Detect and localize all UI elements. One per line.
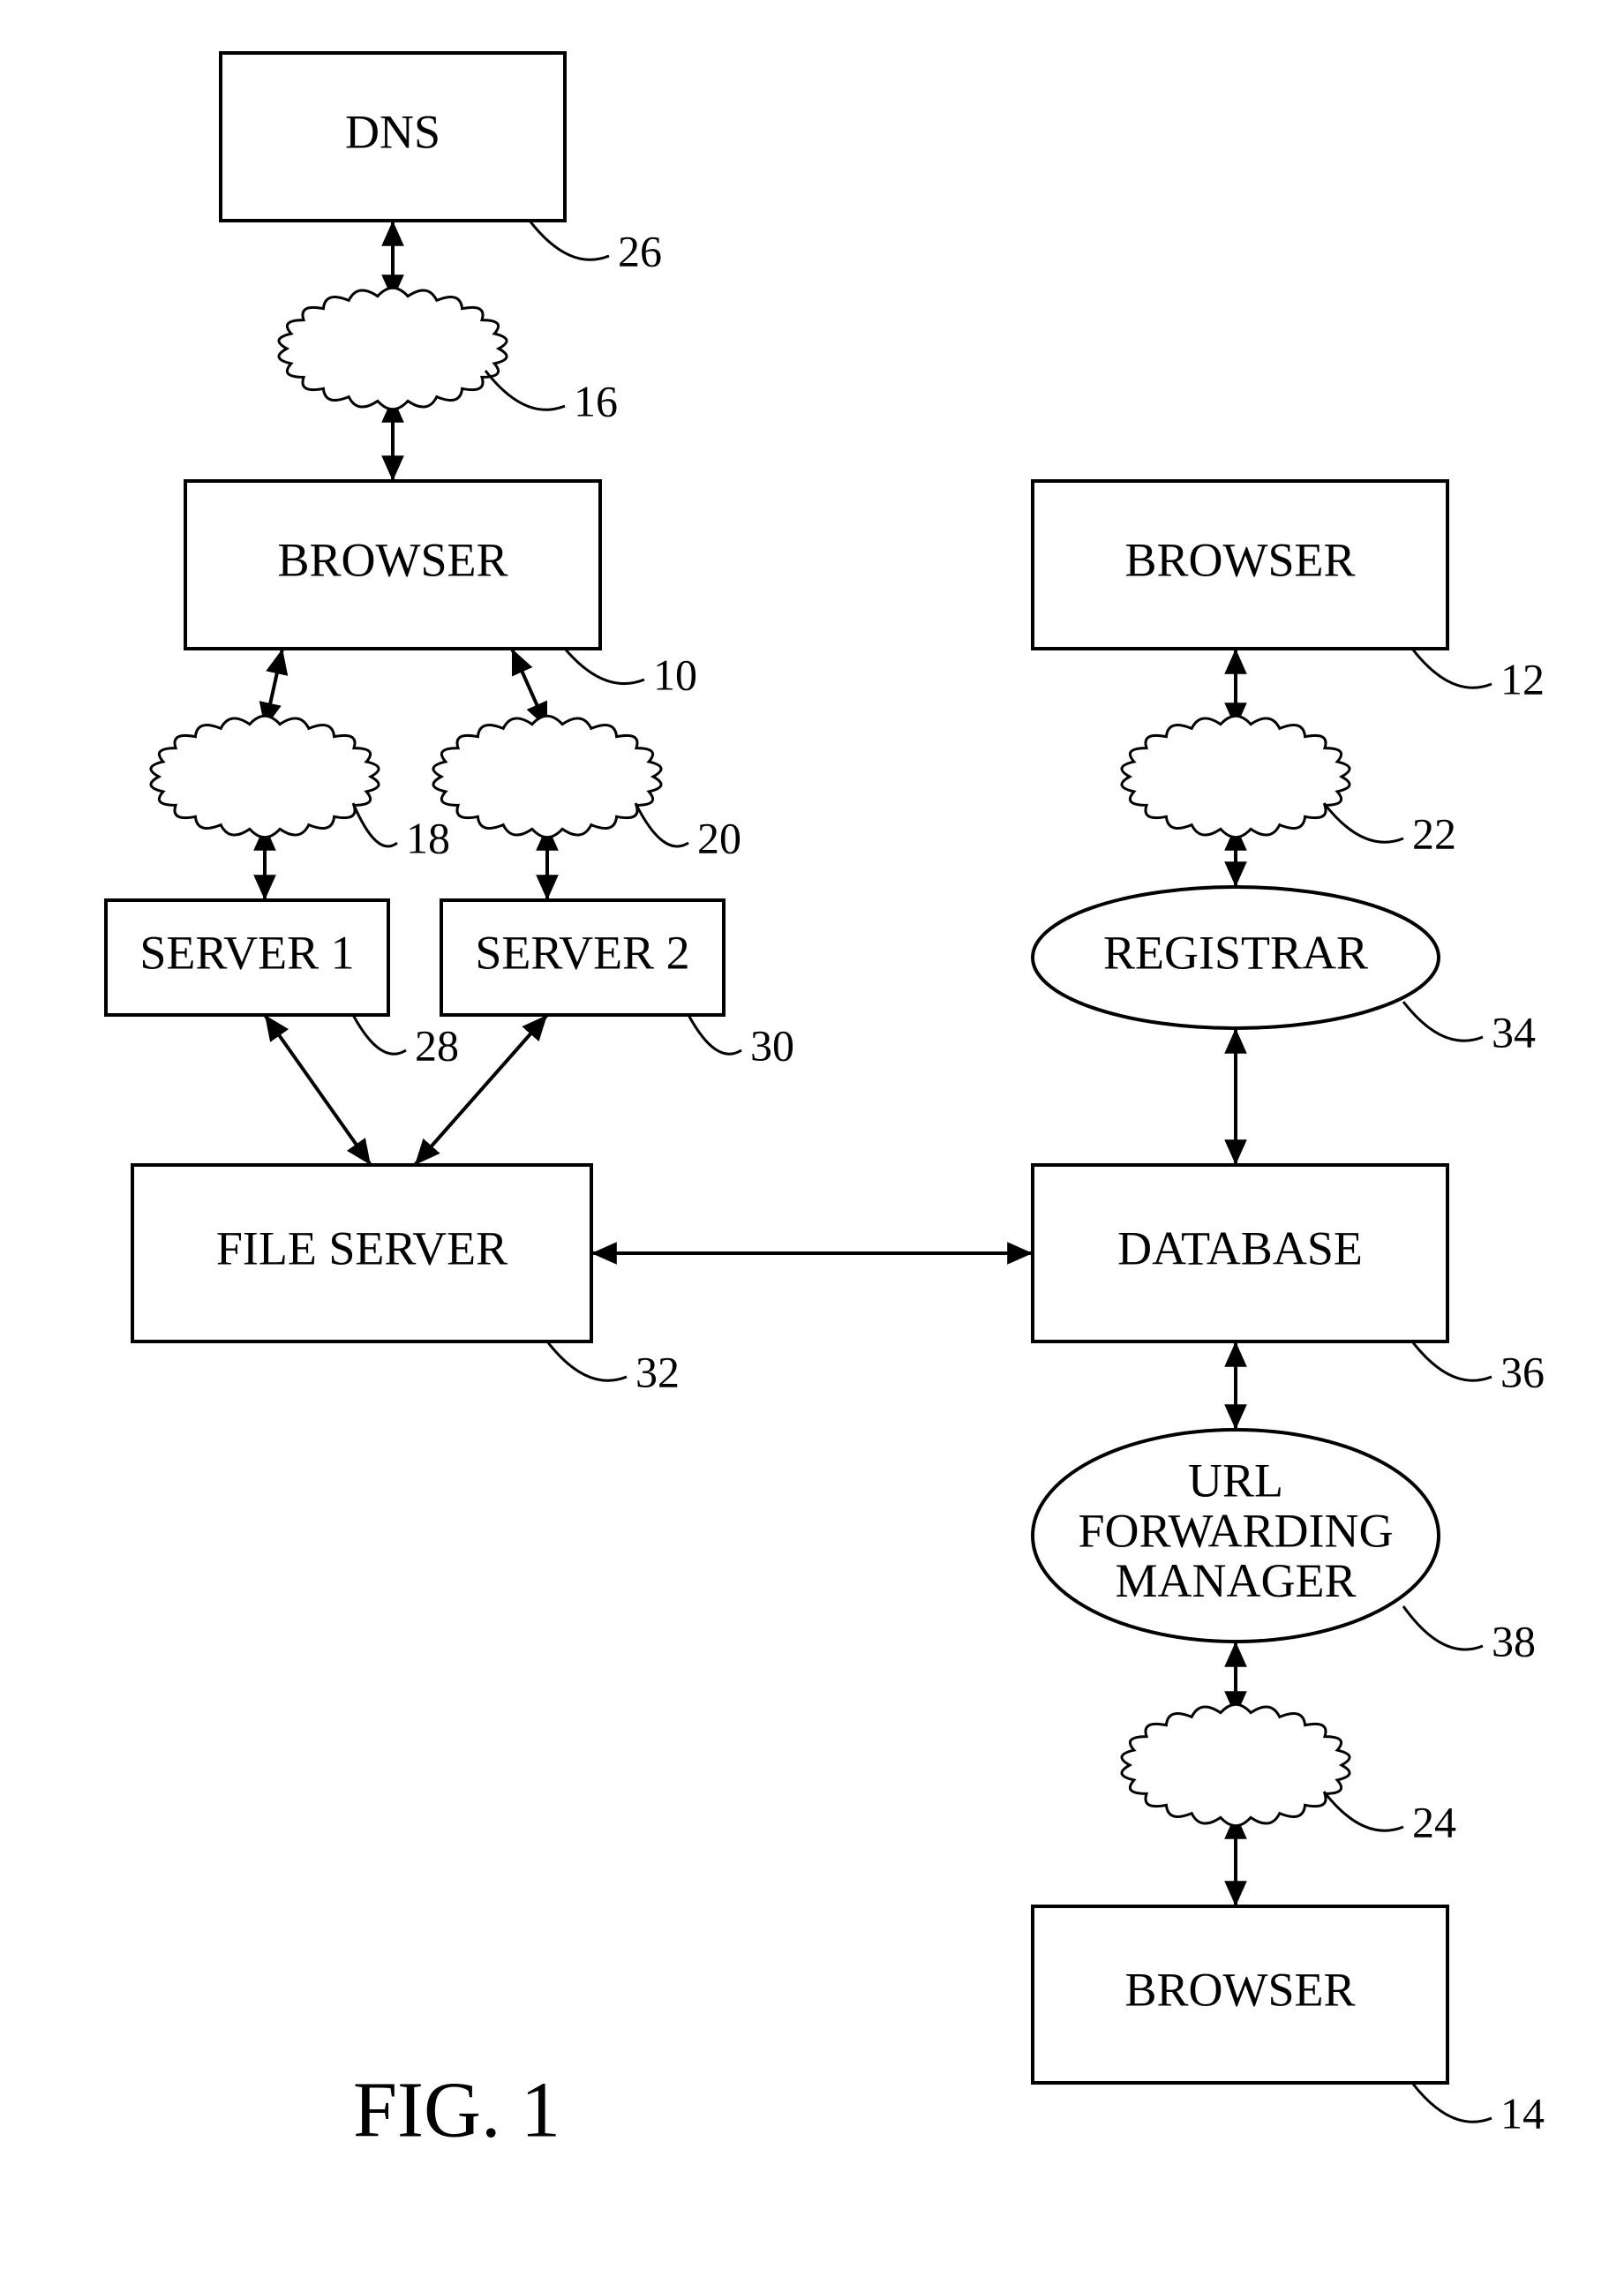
node-server1-label: SERVER 1 xyxy=(139,926,354,979)
node-browser14: BROWSER xyxy=(1033,1906,1447,2083)
ref-leader-registrar xyxy=(1403,1002,1483,1041)
node-browser14-label: BROWSER xyxy=(1124,1963,1355,2016)
ref-number-cloud22: 22 xyxy=(1412,808,1456,858)
ref-number-browser10: 10 xyxy=(653,650,697,699)
ref-number-cloud20: 20 xyxy=(697,813,741,862)
ref-leader-browser14 xyxy=(1412,2083,1492,2122)
cloud-icon xyxy=(1122,716,1350,837)
node-browser10-label: BROWSER xyxy=(277,533,508,586)
ref-leader-cloud22 xyxy=(1324,803,1403,842)
node-urlfwd-label: FORWARDING xyxy=(1078,1504,1393,1557)
node-fileserver: FILE SERVER xyxy=(132,1165,591,1341)
ref-leader-dns xyxy=(530,221,609,259)
node-cloud16 xyxy=(279,288,507,409)
ref-leader-urlfwd xyxy=(1403,1606,1483,1650)
cloud-icon xyxy=(433,716,661,837)
ref-number-cloud16: 16 xyxy=(574,376,618,425)
node-urlfwd: URLFORWARDINGMANAGER xyxy=(1033,1430,1439,1642)
ref-leader-cloud20 xyxy=(635,803,688,846)
node-browser12: BROWSER xyxy=(1033,481,1447,649)
node-browser12-label: BROWSER xyxy=(1124,533,1355,586)
cloud-icon xyxy=(1122,1704,1350,1825)
ref-number-registrar: 34 xyxy=(1492,1007,1536,1056)
ref-number-database: 36 xyxy=(1500,1347,1545,1396)
ref-leader-cloud18 xyxy=(353,803,397,846)
ref-leader-browser12 xyxy=(1412,649,1492,688)
cloud-icon xyxy=(151,716,379,837)
ref-leader-cloud16 xyxy=(485,371,565,410)
node-cloud18 xyxy=(151,716,379,837)
node-server2: SERVER 2 xyxy=(441,900,724,1015)
figure-1-diagram: DNS BROWSER SERVER 1 SERVER 2 FILE SERVER BRO… xyxy=(0,0,1624,2277)
node-dns: DNS xyxy=(221,53,565,221)
node-cloud24 xyxy=(1122,1704,1350,1825)
node-registrar: REGISTRAR xyxy=(1033,887,1439,1028)
ref-number-fileserver: 32 xyxy=(635,1347,680,1396)
ref-leader-server2 xyxy=(688,1015,741,1054)
node-database: DATABASE xyxy=(1033,1165,1447,1341)
node-registrar-label: REGISTRAR xyxy=(1103,926,1368,979)
node-dns-label: DNS xyxy=(345,105,440,158)
ref-number-browser12: 12 xyxy=(1500,654,1545,703)
node-browser10: BROWSER xyxy=(185,481,600,649)
node-server1: SERVER 1 xyxy=(106,900,388,1015)
ref-number-server1: 28 xyxy=(415,1020,459,1070)
ref-number-dns: 26 xyxy=(618,226,662,275)
ref-number-cloud18: 18 xyxy=(406,813,450,862)
ref-number-cloud24: 24 xyxy=(1412,1797,1456,1846)
node-cloud22 xyxy=(1122,716,1350,837)
ref-number-browser14: 14 xyxy=(1500,2088,1545,2138)
ref-leader-browser10 xyxy=(565,649,644,684)
ref-leader-fileserver xyxy=(547,1341,627,1380)
edge-server1-fileserver xyxy=(265,1015,371,1165)
node-cloud20 xyxy=(433,716,661,837)
cloud-icon xyxy=(279,288,507,409)
ref-leader-database xyxy=(1412,1341,1492,1380)
node-database-label: DATABASE xyxy=(1117,1221,1363,1274)
ref-number-server2: 30 xyxy=(750,1020,794,1070)
figure-caption: FIG. 1 xyxy=(353,2067,560,2154)
ref-leader-server1 xyxy=(353,1015,406,1054)
node-fileserver-label: FILE SERVER xyxy=(216,1221,508,1274)
ref-number-urlfwd: 38 xyxy=(1492,1616,1536,1665)
node-urlfwd-label: MANAGER xyxy=(1115,1554,1356,1607)
ref-leader-cloud24 xyxy=(1324,1792,1403,1830)
node-urlfwd-label: URL xyxy=(1188,1454,1283,1507)
node-server2-label: SERVER 2 xyxy=(475,926,689,979)
